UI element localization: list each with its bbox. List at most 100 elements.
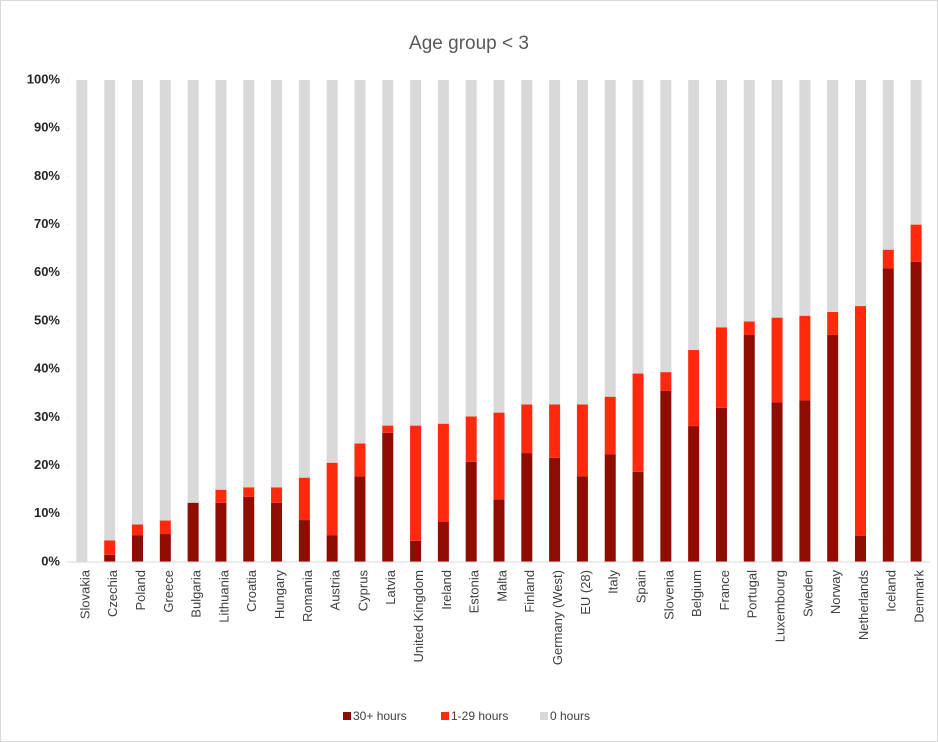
bar-segment <box>243 496 255 562</box>
bar-segment <box>437 423 449 522</box>
bar-segment <box>132 535 144 562</box>
bar-segment <box>604 454 616 562</box>
bar-segment <box>215 489 227 503</box>
bar-segment <box>660 372 672 391</box>
x-tick-label: Portugal <box>745 570 760 619</box>
x-tick-label: Ireland <box>439 570 454 610</box>
bar-segment <box>215 502 227 562</box>
x-tick-label: Spain <box>633 570 648 603</box>
x-tick-label: Netherlands <box>856 570 871 641</box>
bar-segment <box>827 334 839 562</box>
y-tick-label: 30% <box>34 409 60 424</box>
x-tick-label: Germany (West) <box>550 570 565 665</box>
y-tick-label: 80% <box>34 168 60 183</box>
bar-segment <box>493 499 505 562</box>
bar-segment <box>660 80 672 373</box>
x-tick-label: Belgium <box>689 570 704 617</box>
x-tick-label: Estonia <box>467 569 482 613</box>
bar-segment <box>854 306 866 536</box>
y-tick-label: 20% <box>34 457 60 472</box>
bar-segment <box>298 520 310 562</box>
bar-segment <box>799 315 811 401</box>
bar-segment <box>688 426 700 562</box>
bar-segment <box>354 443 366 477</box>
x-tick-label: Finland <box>522 570 537 613</box>
x-tick-label: Poland <box>133 570 148 610</box>
bar-segment <box>159 520 171 535</box>
bar-segment <box>382 432 394 562</box>
y-tick-label: 90% <box>34 120 60 135</box>
x-tick-label: France <box>717 570 732 610</box>
bar-segment <box>298 80 310 478</box>
bar-segment <box>882 80 894 250</box>
bar-segment <box>243 487 255 497</box>
bar-segment <box>521 453 533 562</box>
bar-segment <box>688 80 700 350</box>
bar-segment <box>465 416 477 462</box>
bar-segment <box>326 462 338 536</box>
bar-segment <box>382 425 394 433</box>
bar-segment <box>76 80 88 562</box>
legend-label: 1-29 hours <box>451 709 508 723</box>
bar-segment <box>326 535 338 562</box>
bar-segment <box>576 404 588 477</box>
x-tick-label: Norway <box>828 570 843 615</box>
legend-label: 0 hours <box>550 709 590 723</box>
y-tick-label: 0% <box>41 553 60 568</box>
bar-segment <box>104 540 116 555</box>
bar-segment <box>410 540 422 562</box>
bar-segment <box>882 249 894 269</box>
legend-swatch <box>441 712 449 720</box>
bar-segment <box>549 404 561 458</box>
bar-segment <box>521 404 533 454</box>
legend-swatch <box>540 712 548 720</box>
bar-segment <box>410 80 422 426</box>
bar-segment <box>632 373 644 472</box>
bar-segment <box>910 80 922 225</box>
chart-title: Age group < 3 <box>409 33 529 54</box>
bar-segment <box>354 80 366 444</box>
bar-segment <box>771 402 783 562</box>
bar-segment <box>771 317 783 403</box>
bar-segment <box>437 80 449 424</box>
bar-segment <box>743 321 755 335</box>
bar-segment <box>827 80 839 312</box>
x-tick-label: Croatia <box>244 569 259 612</box>
bar-segment <box>187 80 199 503</box>
bar-segment <box>298 477 310 521</box>
bar-segment <box>576 476 588 562</box>
x-tick-label: Romania <box>300 569 315 622</box>
bar-segment <box>187 502 199 562</box>
bar-segment <box>799 400 811 562</box>
x-tick-label: Slovakia <box>77 569 92 619</box>
y-tick-label: 100% <box>27 71 61 86</box>
x-tick-label: Lithuania <box>216 569 231 623</box>
x-tick-label: United Kingdom <box>411 570 426 663</box>
bar-segment <box>271 80 283 488</box>
x-tick-label: Bulgaria <box>189 569 204 617</box>
bar-segment <box>132 80 144 525</box>
y-tick-label: 70% <box>34 216 60 231</box>
bar-segment <box>854 535 866 562</box>
bar-segment <box>688 349 700 427</box>
bar-segment <box>882 268 894 562</box>
bar-segment <box>771 80 783 318</box>
bar-segment <box>271 502 283 562</box>
bar-segment <box>604 396 616 455</box>
y-tick-label: 50% <box>34 312 60 327</box>
bar-segment <box>910 261 922 562</box>
x-tick-label: Greece <box>161 570 176 613</box>
bar-segment <box>827 311 839 335</box>
bar-segment <box>215 80 227 490</box>
bar-segment <box>604 80 616 397</box>
x-tick-label: Denmark <box>912 570 927 623</box>
y-tick-label: 60% <box>34 264 60 279</box>
x-tick-label: Czechia <box>105 569 120 617</box>
bar-segment <box>549 457 561 562</box>
bar-segment <box>910 224 922 262</box>
bar-segment <box>104 554 116 562</box>
x-tick-label: Sweden <box>800 570 815 617</box>
x-tick-label: Cyprus <box>355 570 370 612</box>
bar-segment <box>132 524 144 536</box>
legend-swatch <box>343 712 351 720</box>
